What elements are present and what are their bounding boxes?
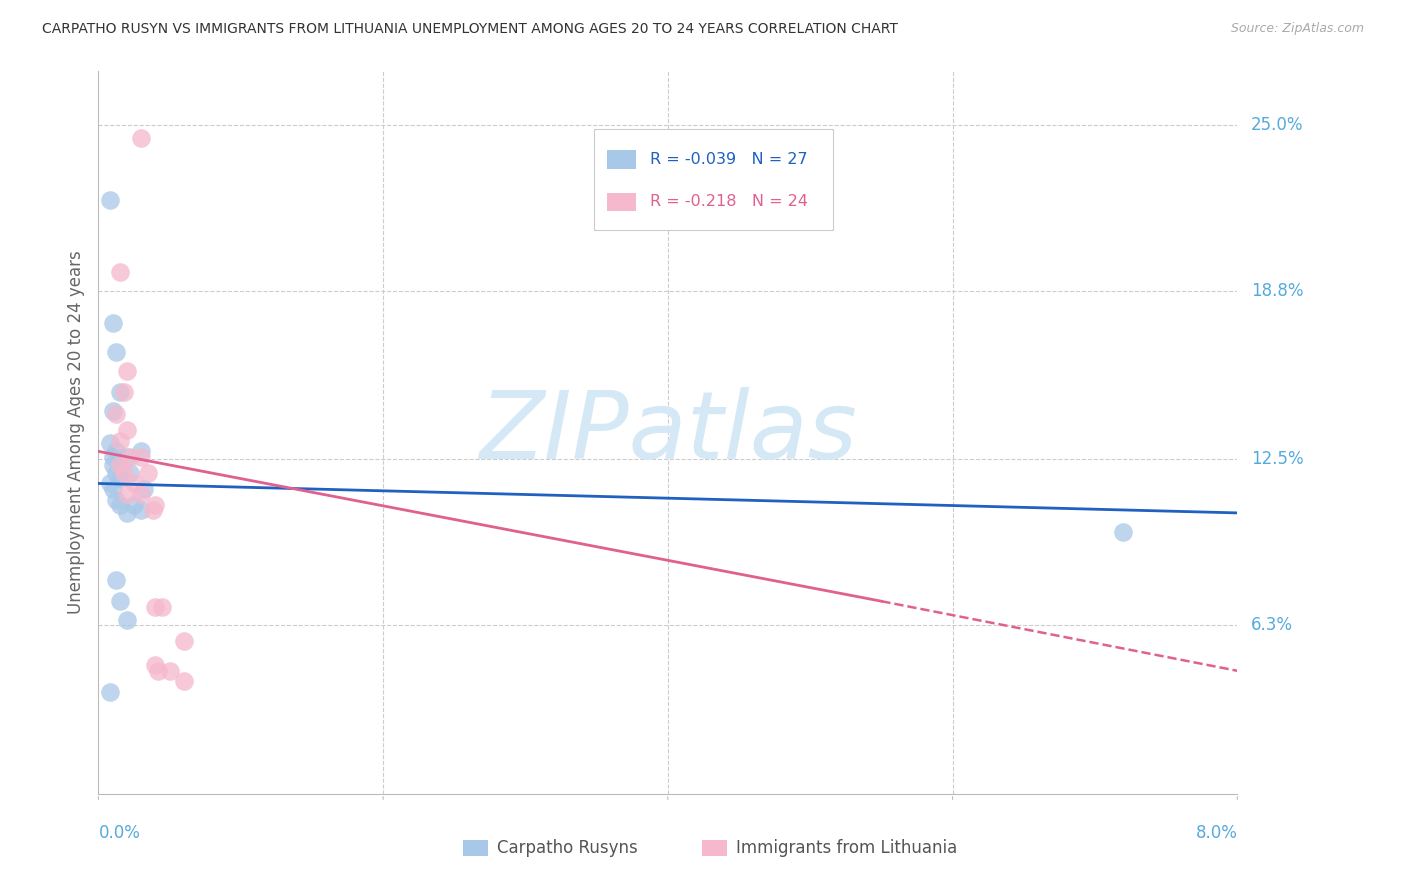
Point — [101, 450, 124, 464]
Text: Source: ZipAtlas.com: Source: ZipAtlas.com — [1230, 22, 1364, 36]
Point — [98, 436, 121, 450]
Point — [122, 476, 145, 491]
Point — [145, 658, 167, 673]
Point — [115, 450, 138, 464]
Point — [159, 664, 181, 678]
Point — [101, 458, 124, 472]
Point — [98, 193, 121, 207]
Text: Carpatho Rusyns: Carpatho Rusyns — [498, 839, 638, 857]
Point — [152, 599, 174, 614]
Point — [118, 450, 141, 464]
Point — [129, 450, 152, 464]
Text: 25.0%: 25.0% — [1251, 116, 1303, 134]
Text: 6.3%: 6.3% — [1251, 616, 1294, 634]
Bar — [607, 193, 636, 211]
Point — [173, 634, 195, 648]
Point — [104, 407, 127, 421]
Point — [108, 265, 131, 279]
Point — [112, 385, 135, 400]
Point — [115, 364, 138, 378]
Text: R = -0.218   N = 24: R = -0.218 N = 24 — [650, 194, 807, 210]
Point — [108, 458, 131, 472]
Point — [112, 466, 135, 480]
Point — [108, 471, 131, 485]
Text: ZIPatlas: ZIPatlas — [479, 387, 856, 478]
Text: CARPATHO RUSYN VS IMMIGRANTS FROM LITHUANIA UNEMPLOYMENT AMONG AGES 20 TO 24 YEA: CARPATHO RUSYN VS IMMIGRANTS FROM LITHUA… — [42, 22, 898, 37]
Point — [129, 487, 152, 501]
Point — [122, 498, 145, 512]
Point — [101, 404, 124, 418]
Point — [108, 498, 131, 512]
Point — [132, 482, 155, 496]
Text: 18.8%: 18.8% — [1251, 282, 1303, 300]
Text: Immigrants from Lithuania: Immigrants from Lithuania — [737, 839, 957, 857]
Bar — [702, 840, 727, 856]
Point — [115, 506, 138, 520]
Point — [108, 594, 131, 608]
Text: 8.0%: 8.0% — [1195, 824, 1237, 842]
Point — [115, 487, 138, 501]
Point — [173, 674, 195, 689]
Point — [104, 492, 127, 507]
Bar — [463, 840, 488, 856]
Point — [145, 599, 167, 614]
Point — [98, 476, 121, 491]
Point — [98, 685, 121, 699]
Text: 12.5%: 12.5% — [1251, 450, 1303, 468]
Text: 0.0%: 0.0% — [98, 824, 141, 842]
Point — [136, 466, 159, 480]
Bar — [607, 151, 636, 169]
Point — [115, 613, 138, 627]
FancyBboxPatch shape — [593, 129, 832, 230]
Point — [104, 444, 127, 458]
Point — [104, 466, 127, 480]
Point — [108, 385, 131, 400]
Point — [129, 131, 152, 145]
Point — [129, 444, 152, 458]
Point — [101, 316, 124, 330]
Point — [104, 345, 127, 359]
Text: R = -0.039   N = 27: R = -0.039 N = 27 — [650, 152, 807, 167]
Point — [145, 498, 167, 512]
Y-axis label: Unemployment Among Ages 20 to 24 years: Unemployment Among Ages 20 to 24 years — [66, 251, 84, 615]
Point — [101, 482, 124, 496]
Point — [118, 466, 141, 480]
Point — [104, 573, 127, 587]
Point — [148, 664, 170, 678]
Point — [141, 503, 163, 517]
Point — [115, 423, 138, 437]
Point — [108, 434, 131, 448]
Point — [1112, 524, 1135, 539]
Point — [129, 503, 152, 517]
